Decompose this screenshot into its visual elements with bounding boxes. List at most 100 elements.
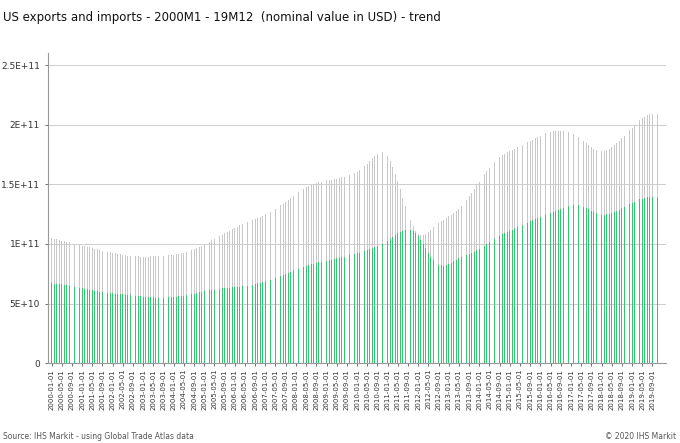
Bar [527,222,528,363]
Bar [476,186,477,363]
Bar [168,255,169,363]
Bar [395,235,396,363]
Bar [298,192,299,363]
Bar [469,254,470,363]
Bar [423,244,424,363]
Bar [476,250,477,363]
Bar [578,205,579,363]
Bar [545,215,546,363]
Bar [430,230,431,363]
Bar [316,263,317,363]
Bar [573,134,574,363]
Bar [387,241,388,363]
Bar [288,273,289,363]
Text: © 2020 IHS Markit: © 2020 IHS Markit [605,432,677,441]
Bar [109,293,111,363]
Bar [420,240,421,363]
Bar [636,201,637,363]
Bar [367,163,368,363]
Bar [517,148,518,363]
Bar [115,253,116,363]
Bar [522,225,523,363]
Bar [540,217,541,363]
Bar [481,178,482,363]
Bar [64,241,65,363]
Bar [469,196,470,363]
Bar [443,265,444,363]
Bar [522,145,523,363]
Bar [524,224,526,363]
Bar [423,235,424,363]
Bar [471,253,472,363]
Bar [466,200,467,363]
Bar [489,242,490,363]
Bar [140,256,141,363]
Bar [629,204,630,363]
Bar [588,210,589,363]
Bar [537,137,539,363]
Bar [636,123,637,363]
Bar [130,256,131,363]
Bar [514,229,515,363]
Bar [331,260,332,363]
Bar [568,206,569,363]
Bar [532,220,533,363]
Bar [535,138,536,363]
Bar [229,230,231,363]
Bar [657,114,658,363]
Bar [382,152,383,363]
Bar [494,239,495,363]
Bar [547,214,549,363]
Bar [242,286,243,363]
Bar [474,252,475,363]
Bar [354,254,355,363]
Bar [318,262,320,363]
Bar [166,298,167,363]
Bar [125,295,126,363]
Bar [436,225,437,363]
Bar [484,175,485,363]
Bar [385,242,386,363]
Bar [601,151,602,363]
Bar [415,233,416,363]
Bar [160,256,161,363]
Bar [367,250,368,363]
Bar [591,211,592,363]
Bar [410,220,411,363]
Bar [438,264,439,363]
Bar [328,260,330,363]
Bar [153,256,154,363]
Bar [84,289,85,363]
Bar [430,257,431,363]
Bar [369,161,370,363]
Bar [629,130,630,363]
Bar [438,223,439,363]
Bar [326,260,327,363]
Bar [69,242,70,363]
Bar [616,143,617,363]
Bar [405,206,406,363]
Bar [479,182,480,363]
Bar [418,233,419,363]
Bar [64,285,65,363]
Bar [624,136,625,363]
Bar [514,148,515,363]
Bar [377,246,378,363]
Bar [446,265,447,363]
Bar [471,193,472,363]
Bar [364,166,365,363]
Bar [588,145,589,363]
Bar [614,145,615,363]
Bar [227,288,228,363]
Bar [405,230,406,363]
Bar [474,189,475,363]
Bar [298,268,299,363]
Bar [502,155,503,363]
Bar [558,131,559,363]
Bar [558,210,559,363]
Bar [598,151,599,363]
Bar [283,275,284,363]
Bar [407,214,409,363]
Bar [486,244,488,363]
Bar [639,199,640,363]
